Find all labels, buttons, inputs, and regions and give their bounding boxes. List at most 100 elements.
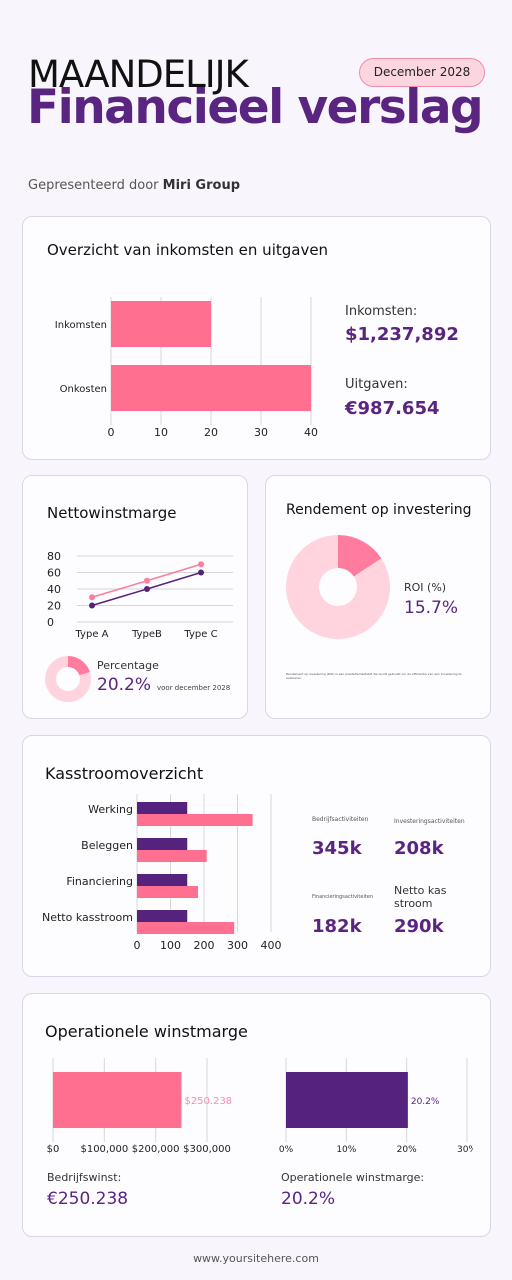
bar-onkosten <box>111 365 311 411</box>
series-2-point <box>198 569 204 576</box>
roi-title: Rendement op investering <box>286 502 472 518</box>
x-tick-label: 100 <box>160 939 181 952</box>
x-tick-label: 200 <box>194 939 215 952</box>
operating-profit-label: Bedrijfswinst: <box>47 1171 122 1184</box>
x-tick-label: $200,000 <box>132 1144 180 1154</box>
y-tick-label: 20 <box>47 600 61 613</box>
net-margin-title: Nettowinstmarge <box>47 504 177 522</box>
category-label: Inkomsten <box>55 320 107 331</box>
bar-base <box>137 802 188 814</box>
operational-title: Operationele winstmarge <box>45 1022 248 1041</box>
cashflow-stat-4-label: Netto kas stroom <box>394 884 447 910</box>
cashflow-stat-1-value: 345k <box>312 838 362 859</box>
bar-value <box>137 850 207 862</box>
income-card-title: Overzicht van inkomsten en uitgaven <box>47 241 329 259</box>
page-title: Financieel verslag <box>27 80 484 135</box>
title-line-1: MAANDELIJK <box>28 53 249 96</box>
bar-inkomsten <box>111 301 211 347</box>
percentage-label: Percentage <box>97 659 159 672</box>
donut-slice-2 <box>45 656 91 702</box>
cashflow-stat-2-value: 208k <box>394 838 444 859</box>
x-tick-label: 300 <box>227 939 248 952</box>
operating-margin-value: 20.2% <box>281 1189 336 1209</box>
x-tick-label: 10% <box>336 1145 356 1154</box>
series-1-point <box>89 594 95 601</box>
cashflow-stat-2-label: Investeringsactiviteiten <box>394 818 465 825</box>
cashflow-stat-3-value: 182k <box>312 916 362 937</box>
footer-url[interactable]: www.yoursitehere.com <box>193 1252 319 1265</box>
series-2-point <box>144 586 150 592</box>
x-tick-label: TypeB <box>131 629 162 640</box>
bar-base <box>137 910 188 922</box>
data-label: 20.2% <box>411 1097 440 1107</box>
category-label: Financiering <box>66 875 133 888</box>
series-1-point <box>198 561 204 568</box>
x-tick-label: $0 <box>47 1144 60 1154</box>
x-tick-label: Type A <box>75 629 109 640</box>
net-margin-donut <box>45 656 91 702</box>
category-label: Werking <box>88 803 133 816</box>
y-tick-label: 40 <box>47 583 61 596</box>
x-tick-label: 0% <box>279 1145 294 1154</box>
operational-card: Operationele winstmarge $0 $100,000 $200,0… <box>22 993 491 1237</box>
x-tick-label: 0 <box>108 426 115 439</box>
percentage-note: voor december 2028 <box>157 684 231 692</box>
category-label: Onkosten <box>60 384 107 395</box>
bar <box>53 1072 182 1128</box>
roi-card: Rendement op investering ROI (%) 15.7% R… <box>265 475 491 719</box>
y-tick-label: 60 <box>47 567 61 580</box>
cashflow-stat-4-value: 290k <box>394 916 444 937</box>
bar-base <box>137 838 188 850</box>
cashflow-chart: 0 100 200 300 400 Werking Beleggen Financiering… <box>42 794 282 952</box>
bar-value <box>137 814 253 826</box>
roi-footnote: Rendement op investering (ROI) is een pr… <box>286 672 462 680</box>
x-tick-label: 0 <box>134 939 141 952</box>
category-label: Beleggen <box>81 839 133 852</box>
income-value: $1,237,892 <box>345 324 459 345</box>
series-2-point <box>89 602 95 609</box>
donut-slice-1 <box>68 656 90 676</box>
bar-base <box>137 874 188 886</box>
y-tick-label: 80 <box>47 550 61 563</box>
x-tick-label: 30% <box>457 1145 473 1154</box>
x-tick-label: 30 <box>254 426 268 439</box>
series-1-point <box>144 577 150 584</box>
bar <box>286 1072 408 1128</box>
x-tick-label: $300,000 <box>183 1144 231 1154</box>
donut-slice-1 <box>338 535 382 577</box>
x-tick-label: 20% <box>397 1145 417 1154</box>
cashflow-title: Kasstroomoverzicht <box>45 764 204 783</box>
y-tick-label: 0 <box>47 616 54 629</box>
roi-donut <box>286 535 390 639</box>
income-expense-chart: 0 10 20 30 40 Inkomsten Onkosten <box>55 297 318 439</box>
x-tick-label: $100,000 <box>80 1144 128 1154</box>
presented-prefix: Gepresenteerd door <box>28 178 159 193</box>
donut-slice-2 <box>286 535 390 639</box>
roi-label: ROI (%) <box>404 581 447 594</box>
x-tick-label: 40 <box>304 426 318 439</box>
operating-margin-chart: 0% 10% 20% 30% 20.2% <box>279 1058 473 1154</box>
date-badge: December 2028 <box>359 58 485 87</box>
operating-profit-value: €250.238 <box>47 1189 129 1209</box>
operating-profit-chart: $0 $100,000 $200,000 $300,000 $250.238 <box>47 1058 232 1154</box>
company-name: Miri Group <box>162 178 240 193</box>
cashflow-stat-3-label: Financieringsactiviteiten <box>312 894 374 900</box>
x-tick-label: 20 <box>204 426 218 439</box>
cashflow-card: Kasstroomoverzicht 0 100 200 300 400 Werking B… <box>22 735 491 977</box>
data-label: $250.238 <box>184 1096 232 1107</box>
x-tick-label: 10 <box>154 426 168 439</box>
bar-value <box>137 922 235 934</box>
income-expense-card: Overzicht van inkomsten en uitgaven 0 10 2… <box>22 216 491 460</box>
net-margin-card: Nettowinstmarge 0 20 40 60 80 Type A TypeB Type… <box>22 475 248 719</box>
operating-margin-label: Operationele winstmarge: <box>281 1171 425 1184</box>
bar-value <box>137 886 198 898</box>
roi-value: 15.7% <box>404 598 459 618</box>
category-label: Netto kasstroom <box>42 911 133 924</box>
income-label: Inkomsten: <box>345 304 418 319</box>
net-margin-line-chart: 0 20 40 60 80 Type A TypeB Type C <box>47 550 233 640</box>
percentage-value: 20.2% <box>97 675 152 695</box>
expense-value: €987.654 <box>345 398 440 419</box>
presented-by: Gepresenteerd door Miri Group <box>28 178 240 193</box>
x-tick-label: 400 <box>261 939 282 952</box>
expense-label: Uitgaven: <box>345 377 408 392</box>
